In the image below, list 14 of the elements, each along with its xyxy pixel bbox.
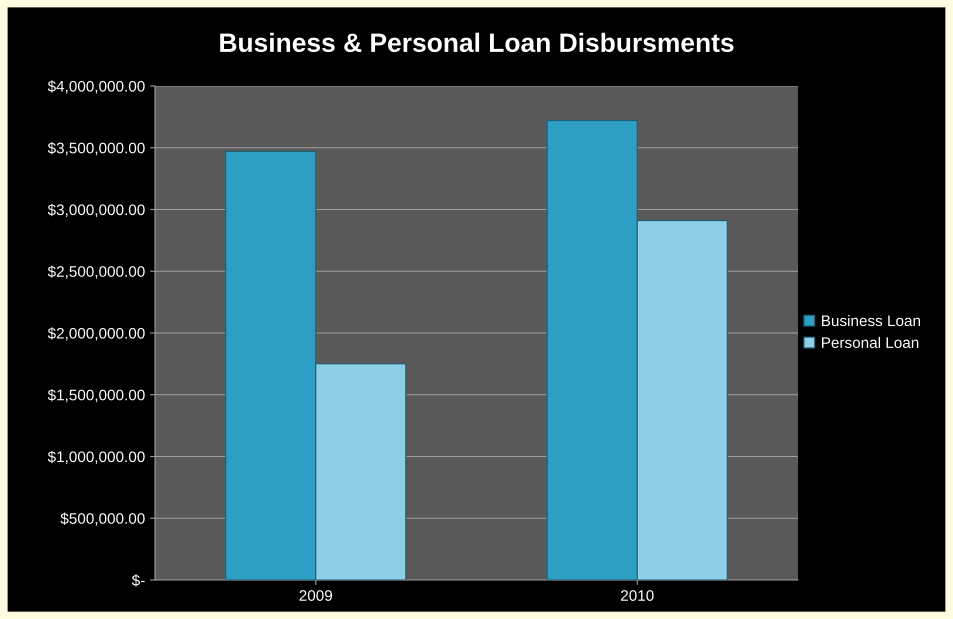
- y-tick-label: $1,500,000.00: [48, 388, 145, 402]
- y-tick-label: $3,500,000.00: [48, 142, 145, 156]
- y-tick-label: $-: [132, 574, 145, 587]
- chart-title: Business & Personal Loan Disbursments: [220, 32, 734, 52]
- y-tick-label: $3,000,000.00: [48, 204, 145, 217]
- x-tick-label: 2009: [300, 590, 332, 601]
- legend-label: Business Loan: [822, 314, 920, 326]
- y-tick-label: $2,000,000.00: [48, 327, 145, 340]
- y-tick-label: $1,000,000.00: [48, 450, 145, 464]
- legend-label: Personal Loan: [822, 336, 918, 348]
- x-tick-label: 2010: [621, 590, 654, 601]
- y-tick-label: $4,000,000.00: [48, 80, 145, 94]
- y-tick-label: $500,000.00: [60, 512, 145, 526]
- y-tick-label: $2,500,000.00: [48, 265, 145, 279]
